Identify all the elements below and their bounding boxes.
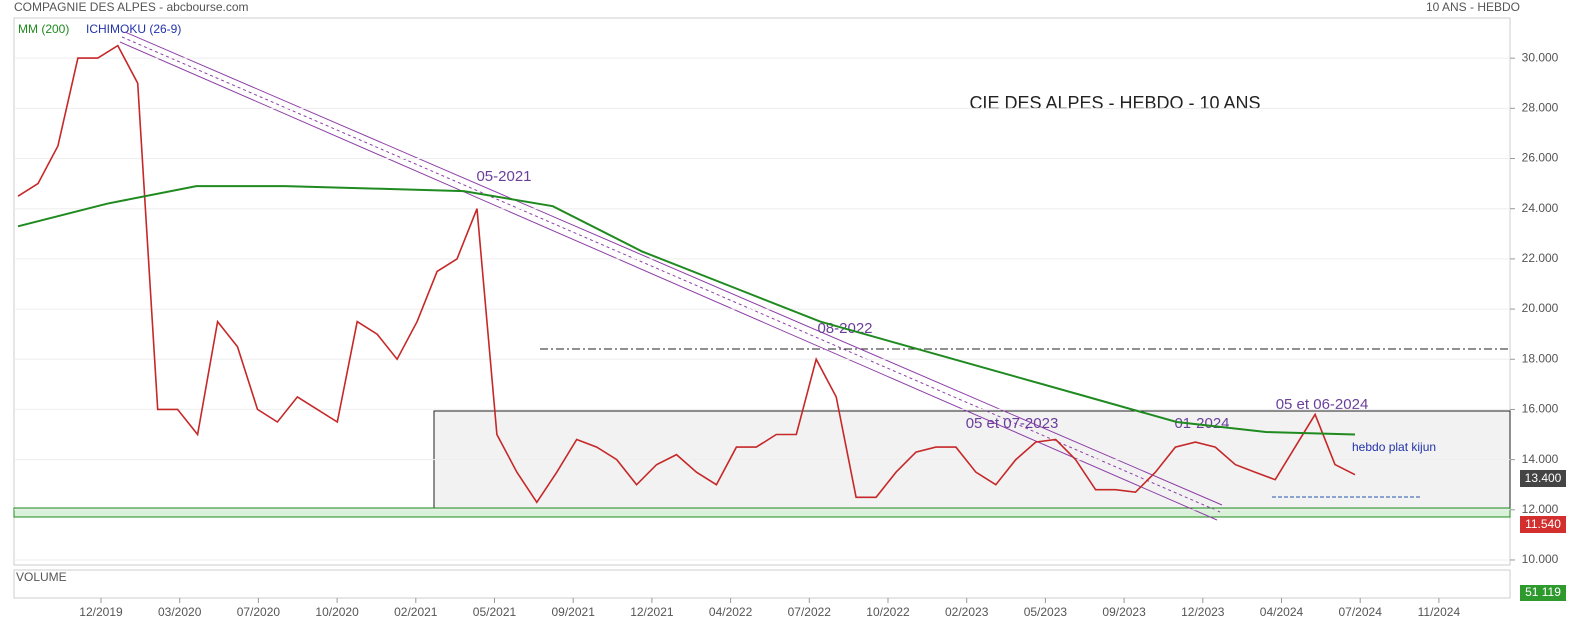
volume-label: VOLUME bbox=[16, 570, 67, 584]
series-line bbox=[17, 44, 1356, 504]
y-tick-label: 10.000 bbox=[1522, 552, 1559, 566]
x-tick-label: 04/2022 bbox=[709, 605, 753, 619]
trend-line bbox=[119, 41, 1218, 521]
header-right: 10 ANS - HEBDO bbox=[1426, 0, 1520, 14]
y-tick-label: 14.000 bbox=[1522, 452, 1559, 466]
x-tick-label: 02/2021 bbox=[394, 605, 438, 619]
indicator: MM (200) bbox=[18, 22, 69, 36]
support-zone bbox=[13, 507, 1511, 518]
y-tick-label: 30.000 bbox=[1522, 50, 1559, 64]
x-tick-label: 11/2024 bbox=[1418, 605, 1461, 619]
x-tick-label: 05/2021 bbox=[473, 605, 517, 619]
x-tick-label: 04/2024 bbox=[1260, 605, 1304, 619]
price-tag bbox=[1520, 516, 1566, 533]
y-tick-label: 22.000 bbox=[1522, 251, 1559, 265]
x-tick-label: 10/2022 bbox=[866, 605, 910, 619]
chart-title: CIE DES ALPES - HEBDO - 10 ANS bbox=[969, 93, 1260, 113]
x-tick-label: 07/2020 bbox=[237, 605, 281, 619]
price-tag bbox=[1520, 585, 1566, 601]
series-line bbox=[17, 185, 1356, 436]
x-tick-label: 03/2020 bbox=[158, 605, 202, 619]
y-tick-label: 12.000 bbox=[1522, 502, 1559, 516]
y-tick-label: 28.000 bbox=[1522, 101, 1559, 115]
trend-line bbox=[124, 31, 1223, 506]
x-tick-label: 10/2020 bbox=[315, 605, 359, 619]
x-tick-label: 02/2023 bbox=[945, 605, 989, 619]
annotation: 05 et 07-2023 bbox=[966, 415, 1059, 432]
x-tick-label: 05/2023 bbox=[1024, 605, 1068, 619]
annotation: 01-2024 bbox=[1174, 415, 1229, 432]
x-tick-label: 09/2023 bbox=[1102, 605, 1146, 619]
y-tick-label: 26.000 bbox=[1522, 151, 1559, 165]
range-box bbox=[433, 410, 1511, 512]
price-tag-text: 51 119 bbox=[1525, 585, 1561, 599]
volume-frame bbox=[13, 569, 1511, 599]
y-tick-label: 20.000 bbox=[1522, 301, 1559, 315]
header-left: COMPAGNIE DES ALPES - abcbourse.com bbox=[14, 0, 249, 14]
x-tick-label: 07/2022 bbox=[788, 605, 832, 619]
x-tick-label: 12/2019 bbox=[79, 605, 123, 619]
x-tick-label: 12/2021 bbox=[630, 605, 674, 619]
x-tick-label: 12/2023 bbox=[1181, 605, 1225, 619]
y-tick-label: 24.000 bbox=[1522, 201, 1559, 215]
price-tag-text: 11.540 bbox=[1525, 517, 1561, 531]
annotation: 05 et 06-2024 bbox=[1276, 396, 1369, 413]
annotation: 05-2021 bbox=[476, 168, 531, 185]
annotation: hebdo plat kijun bbox=[1352, 440, 1436, 454]
price-tag-text: 13.400 bbox=[1525, 471, 1562, 485]
y-tick-label: 18.000 bbox=[1522, 351, 1559, 365]
x-tick-label: 07/2024 bbox=[1339, 605, 1383, 619]
indicator: ICHIMOKU (26-9) bbox=[86, 22, 181, 36]
x-tick-label: 09/2021 bbox=[552, 605, 596, 619]
y-tick-label: 16.000 bbox=[1522, 402, 1559, 416]
trend-line bbox=[121, 36, 1221, 513]
price-tag bbox=[1520, 470, 1566, 487]
